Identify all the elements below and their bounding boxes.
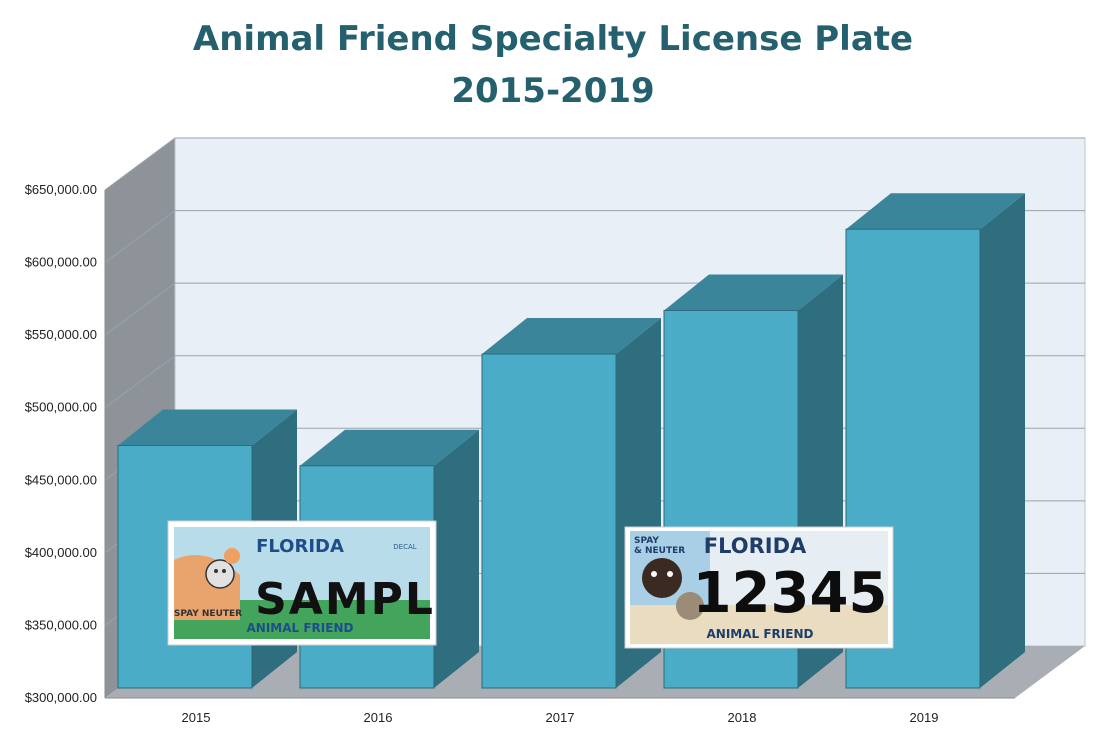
plate-left-text: SPAY NEUTER [174, 609, 242, 619]
chart-title: Animal Friend Specialty License Plate [193, 19, 913, 59]
bar-top [664, 274, 843, 311]
y-tick-label: $550,000.00 [25, 327, 97, 342]
gridline [104, 137, 1085, 191]
y-tick-label: $450,000.00 [25, 472, 97, 487]
plate-number: 12345 [693, 561, 888, 626]
plate-left-text-2: & NEUTER [634, 546, 685, 556]
plate-state: FLORIDA [704, 534, 807, 558]
y-tick-label: $500,000.00 [25, 400, 97, 415]
plate-corner: DECAL [393, 543, 416, 551]
chart-subtitle: 2015-2019 [451, 71, 654, 111]
y-tick-label: $300,000.00 [25, 690, 97, 705]
bar-top [482, 318, 661, 355]
bar-top [846, 193, 1025, 230]
plate-number: SAMPL [255, 574, 435, 625]
plate-left-text-1: SPAY [634, 536, 659, 546]
gridline [104, 210, 1085, 263]
bar-side [434, 429, 479, 688]
bar-top [300, 429, 479, 466]
bar-front [481, 353, 617, 689]
plate-state: FLORIDA [256, 536, 344, 557]
x-tick-label: 2017 [546, 710, 575, 725]
y-axis: $300,000.00 $350,000.00 $400,000.00 $450,00… [25, 182, 97, 705]
license-plate-12345: SPAY & NEUTER FLORIDA 12345 ANIMAL FRIEN… [624, 526, 894, 649]
bar-side [980, 193, 1025, 688]
y-tick-label: $400,000.00 [25, 545, 97, 560]
y-tick-label: $600,000.00 [25, 255, 97, 270]
x-tick-label: 2015 [182, 710, 211, 725]
license-plate-sample: FLORIDA DECAL SAMPL SPAY NEUTER ANIMAL F… [167, 520, 437, 646]
y-tick-label: $350,000.00 [25, 617, 97, 632]
x-tick-label: 2016 [364, 710, 393, 725]
x-tick-label: 2018 [728, 710, 757, 725]
x-axis: 2015 2016 2017 2018 2019 [182, 710, 939, 725]
x-tick-label: 2019 [910, 710, 939, 725]
y-tick-label: $650,000.00 [25, 182, 97, 197]
bar-top [118, 409, 297, 446]
plate-slogan: ANIMAL FRIEND [707, 627, 814, 641]
plate-slogan: ANIMAL FRIEND [247, 621, 354, 635]
